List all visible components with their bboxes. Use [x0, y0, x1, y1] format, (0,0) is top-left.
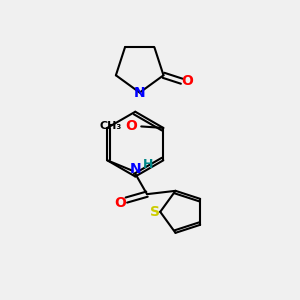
Text: O: O [125, 119, 137, 134]
Text: O: O [115, 196, 126, 210]
Text: N: N [134, 85, 146, 100]
Text: H: H [143, 158, 154, 171]
Text: O: O [181, 74, 193, 88]
Text: N: N [129, 162, 141, 176]
Text: CH₃: CH₃ [99, 122, 122, 131]
Text: S: S [150, 205, 160, 219]
